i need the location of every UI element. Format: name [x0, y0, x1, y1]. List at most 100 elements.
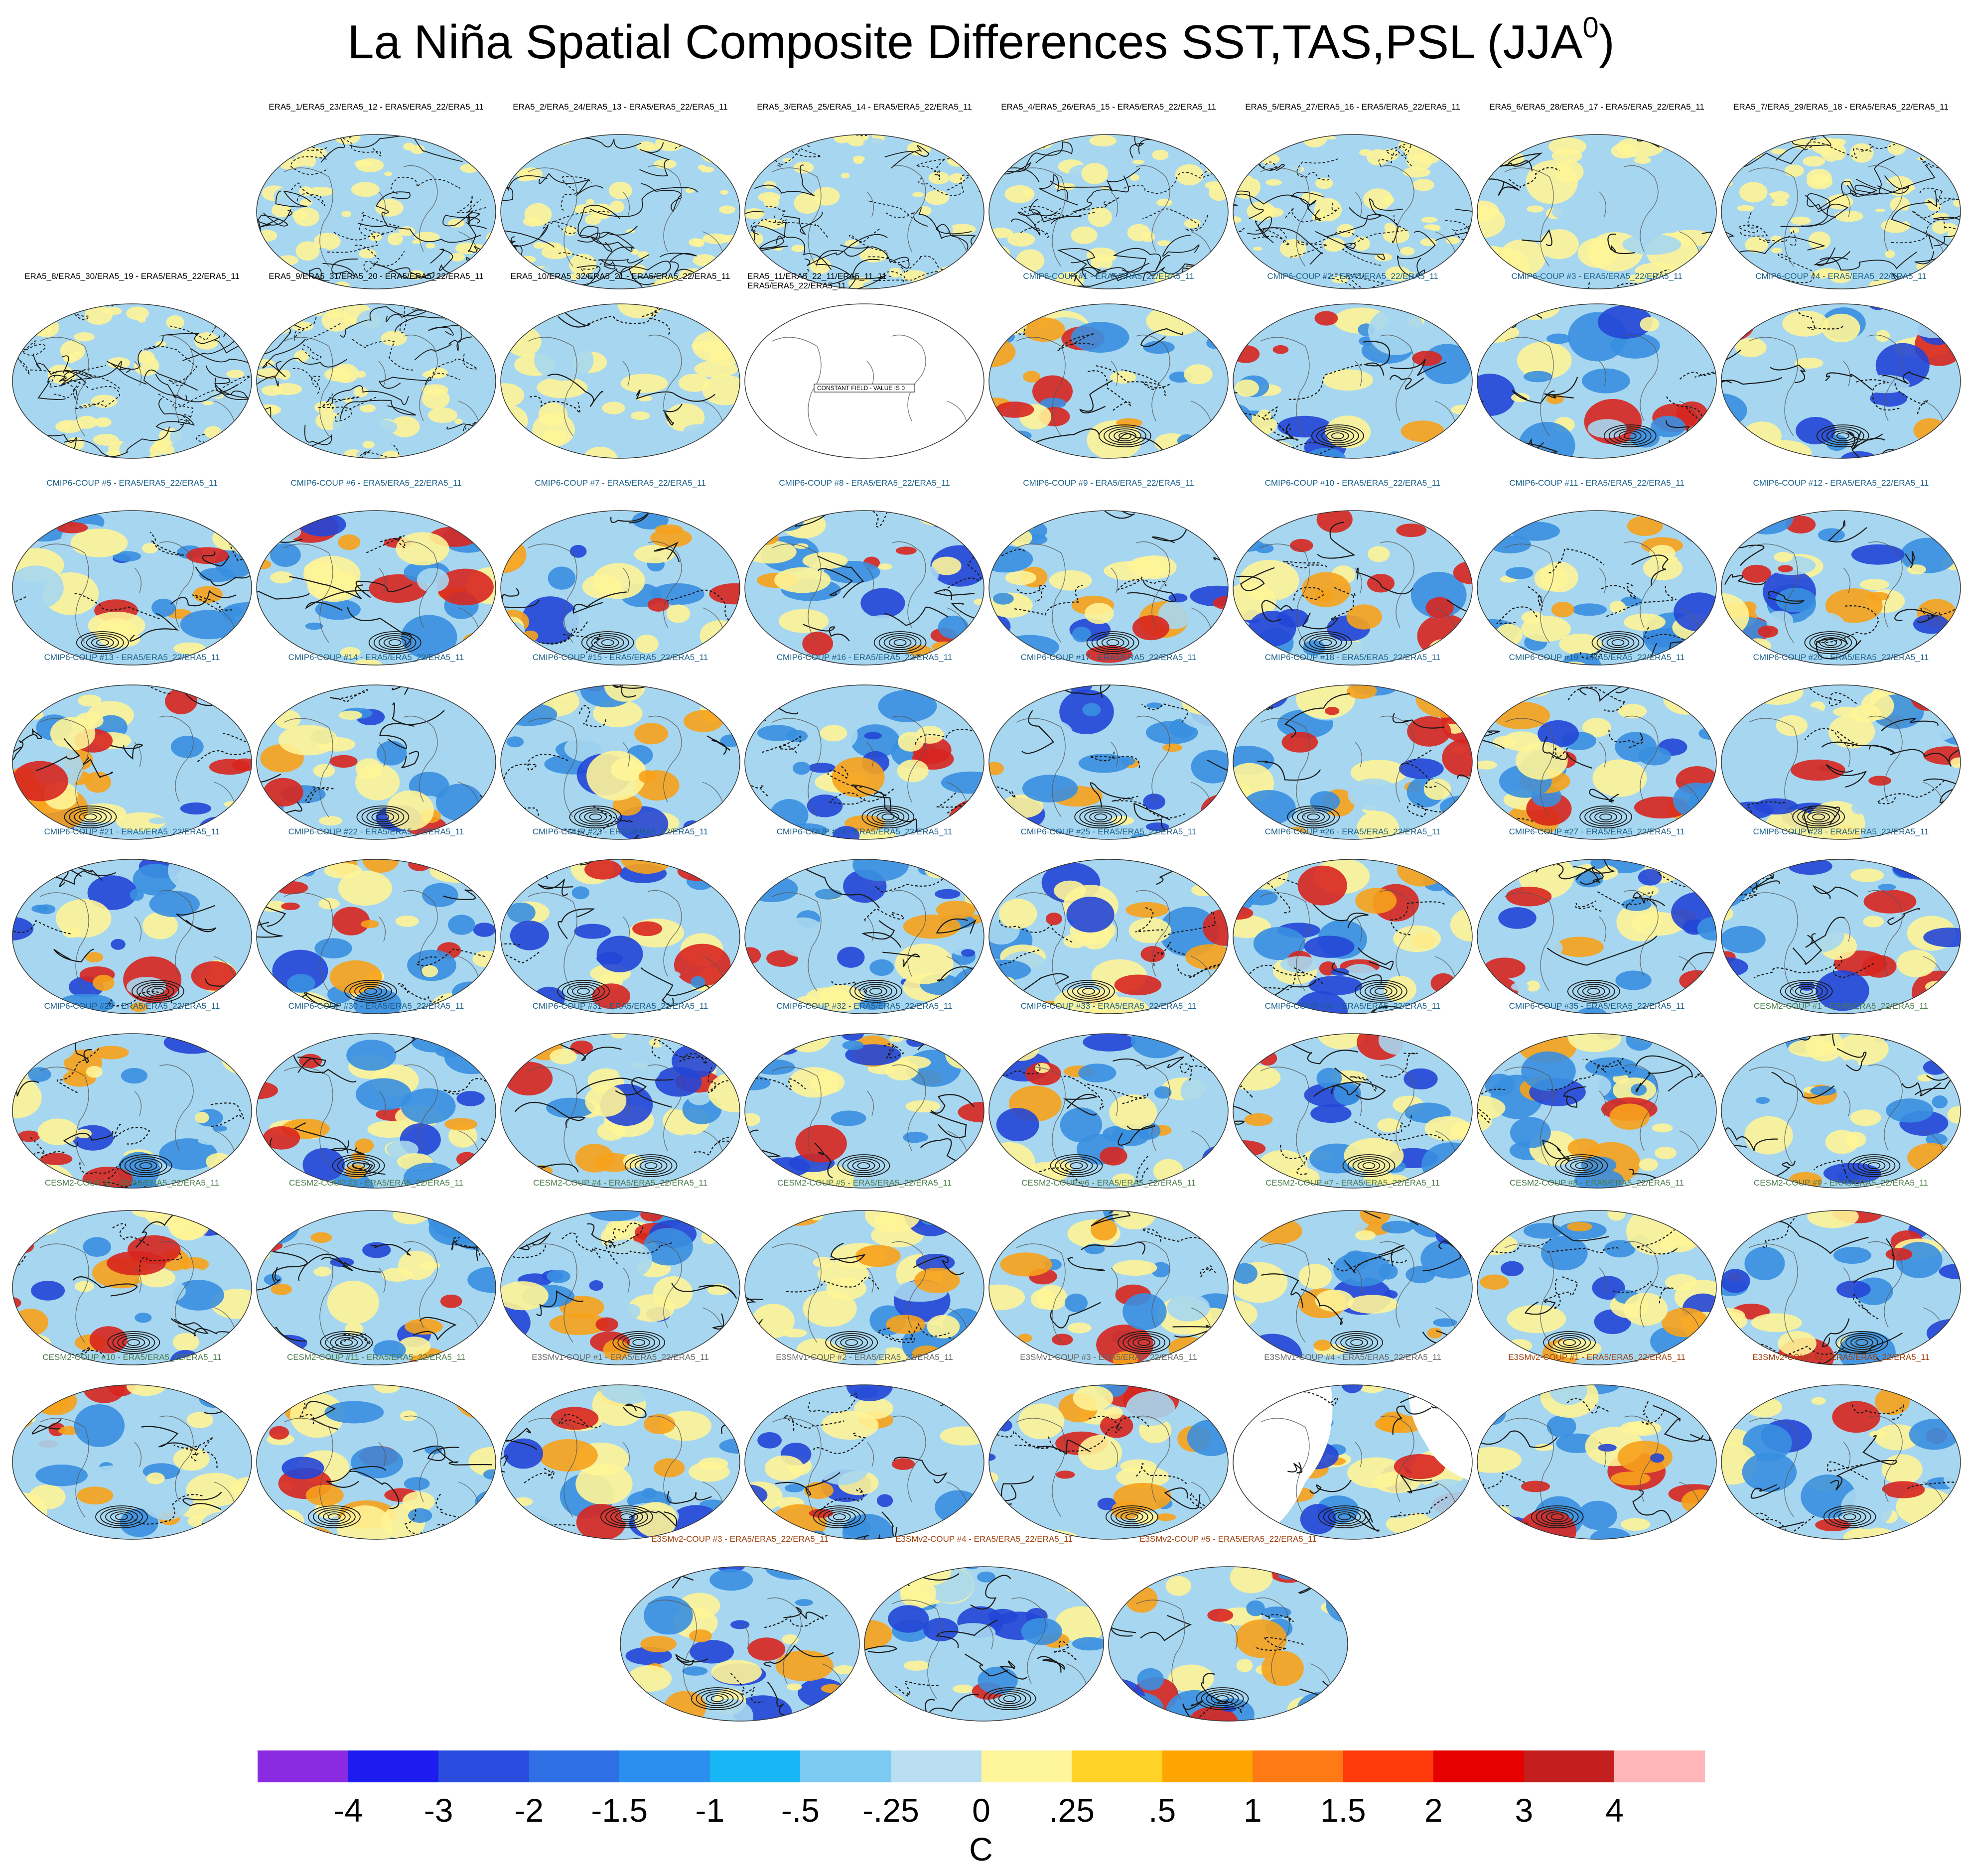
psl-contour — [1847, 184, 1882, 197]
psl-contour — [1089, 1416, 1149, 1433]
anomaly-patch — [180, 610, 238, 640]
anomaly-patch — [1538, 720, 1579, 748]
anomaly-patch — [1908, 310, 1961, 338]
map-border — [256, 303, 496, 459]
anomaly-patch — [338, 870, 392, 906]
map-border — [1721, 859, 1961, 1014]
colorbar-tick-label: -.5 — [781, 1792, 820, 1829]
anomaly-patch — [989, 1453, 996, 1462]
psl-contour — [1057, 333, 1095, 352]
anomaly-patch — [324, 863, 362, 879]
anomaly-patch — [925, 190, 950, 205]
map-border — [256, 1384, 496, 1540]
psl-contour — [818, 1507, 861, 1526]
psl-contour — [155, 374, 238, 402]
psl-contour — [768, 147, 822, 167]
psl-contour — [86, 635, 119, 650]
panel-label-text: CESM2-COUP #5 - ERA5/ERA5_22/ERA5_11 — [777, 1178, 952, 1188]
anomaly-patch — [375, 199, 404, 217]
psl-contour — [435, 1448, 493, 1466]
psl-contour — [562, 982, 605, 1001]
anomaly-patch — [634, 723, 668, 745]
anomaly-patch — [35, 1465, 88, 1486]
anomaly-patch — [481, 149, 496, 160]
psl-contour — [936, 918, 977, 934]
psl-contour — [1446, 596, 1472, 614]
anomaly-patch — [12, 917, 34, 941]
panel-label-text: ERA5_1/ERA5_23/ERA5_12 - ERA5/ERA5_22/ER… — [269, 102, 484, 112]
anomaly-patch — [486, 1510, 496, 1520]
psl-contour — [1851, 437, 1897, 458]
psl-contour — [1397, 231, 1436, 278]
anomaly-patch — [501, 973, 516, 994]
anomaly-patch — [106, 450, 120, 456]
panel-label-text: CMIP6-COUP #22 - ERA5/ERA5_22/ERA5_11 — [288, 827, 464, 836]
anomaly-patch — [1744, 1116, 1793, 1155]
anomaly-patch — [1807, 174, 1833, 190]
panel-label-text: CMIP6-COUP #21 - ERA5/ERA5_22/ERA5_11 — [44, 827, 220, 836]
panel-label-text: CMIP6-COUP #4 - ERA5/ERA5_22/ERA5_11 — [1755, 271, 1927, 281]
anomaly-patch — [1078, 754, 1130, 773]
psl-contour — [502, 588, 540, 608]
psl-contour — [539, 172, 604, 196]
coastline — [1748, 1241, 1944, 1343]
psl-contour — [763, 134, 815, 139]
anomaly-patch — [1790, 759, 1845, 781]
map-border — [1477, 1033, 1717, 1189]
anomaly-patch — [12, 761, 68, 802]
psl-contour — [1050, 1302, 1101, 1329]
anomaly-patch — [903, 1131, 928, 1143]
psl-contour — [1109, 1615, 1136, 1637]
map-panel: CMIP6-COUP #32 - ERA5/ERA5_22/ERA5_11 — [742, 1001, 986, 1203]
psl-contour — [1300, 1288, 1343, 1325]
psl-contour — [989, 457, 1037, 458]
psl-contour — [320, 1331, 373, 1354]
map-border — [1721, 510, 1961, 666]
psl-contour — [1464, 134, 1472, 161]
anomaly-patch — [70, 529, 128, 557]
anomaly-patch — [162, 859, 177, 861]
psl-contour — [873, 631, 927, 654]
anomaly-patch — [205, 1153, 233, 1170]
anomaly-patch — [672, 1044, 718, 1078]
anomaly-patch — [1246, 1600, 1265, 1616]
psl-contour — [1302, 811, 1325, 822]
psl-contour — [1065, 1160, 1088, 1171]
anomaly-patch — [197, 1136, 223, 1145]
psl-contour — [1086, 631, 1139, 654]
anomaly-patch — [1863, 890, 1917, 914]
anomaly-patch — [270, 169, 291, 183]
psl-contour — [1326, 430, 1349, 441]
psl-contour — [1721, 1385, 1722, 1400]
anomaly-patch — [417, 568, 449, 593]
psl-contour — [1091, 633, 1134, 652]
coastline — [283, 890, 479, 992]
anomaly-patch — [1955, 233, 1961, 241]
anomaly-patch — [574, 924, 611, 939]
anomaly-patch — [752, 262, 771, 270]
anomaly-patch — [1487, 873, 1503, 879]
anomaly-patch — [666, 604, 691, 623]
psl-contour — [172, 376, 252, 408]
anomaly-patch — [1442, 739, 1472, 777]
panel-label: CMIP6-COUP #33 - ERA5/ERA5_22/ERA5_11 — [986, 1001, 1231, 1031]
psl-contour — [60, 355, 92, 387]
psl-contour — [1137, 1339, 1151, 1346]
map-background — [989, 511, 1228, 665]
anomaly-patch — [299, 186, 313, 196]
map-border — [1477, 134, 1717, 289]
anomaly-patch — [436, 568, 494, 606]
psl-contour — [1762, 1213, 1802, 1249]
anomaly-patch — [1681, 1489, 1716, 1515]
panel-label-text: ERA5_2/ERA5_24/ERA5_13 - ERA5/ERA5_22/ER… — [513, 102, 728, 112]
coastline — [1260, 890, 1455, 992]
anomaly-patch — [362, 440, 375, 449]
map-panel: CESM2-COUP #10 - ERA5/ERA5_22/ERA5_11 — [10, 1352, 254, 1554]
anomaly-patch — [640, 1635, 677, 1652]
robinson-map — [1233, 1384, 1473, 1540]
anomaly-patch — [728, 214, 739, 222]
panel-label-text: CESM2-COUP #9 - ERA5/ERA5_22/ERA5_11 — [1754, 1178, 1928, 1188]
anomaly-patch — [313, 764, 335, 778]
map-panel: CESM2-COUP #3 - ERA5/ERA5_22/ERA5_11 — [254, 1178, 498, 1380]
psl-contour — [19, 728, 42, 743]
